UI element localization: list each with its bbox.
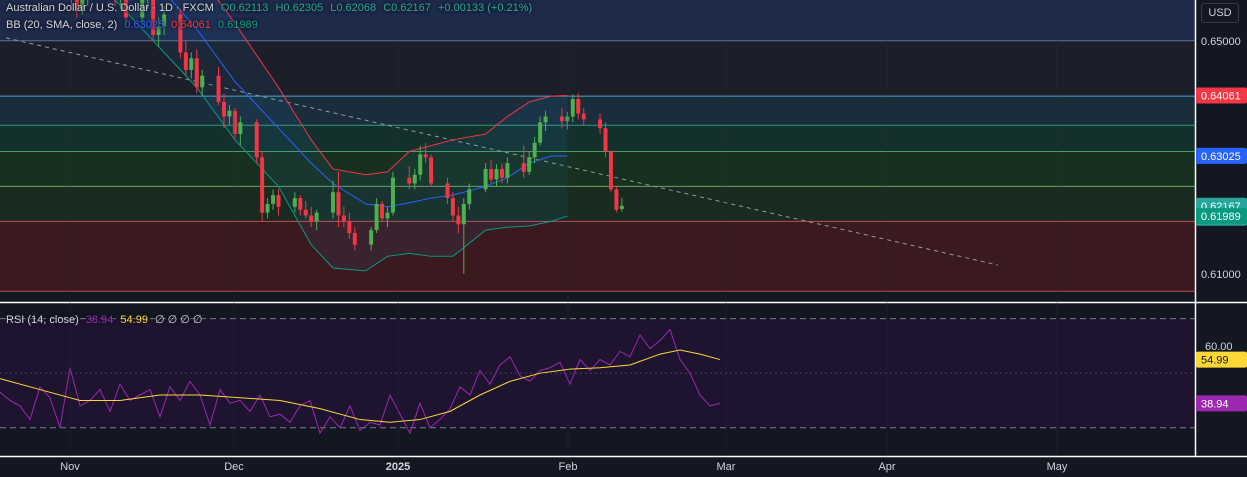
candle-body	[375, 204, 379, 230]
open-value: O0.62113	[221, 2, 269, 14]
candle-body	[522, 163, 526, 172]
candle-body	[614, 189, 618, 209]
x-tick-label: 2025	[386, 461, 410, 473]
rsi-tick-label: 60.00	[1205, 341, 1233, 353]
candle-body	[418, 154, 422, 174]
candle-body	[336, 192, 340, 215]
rsi-ma-value: 54.99	[120, 314, 148, 326]
bb-label[interactable]: BB (20, SMA, close, 2)	[6, 19, 117, 31]
candle-body	[462, 204, 466, 224]
candle-body	[544, 117, 548, 123]
candle-body	[571, 99, 575, 116]
candle-body	[200, 76, 204, 88]
candle-body	[505, 163, 509, 178]
candle-body	[304, 210, 308, 216]
price-price-tag-text: 0.61989	[1201, 211, 1241, 223]
bb-upper-value: 0.64061	[171, 19, 211, 31]
candle-body	[184, 52, 188, 69]
change-value: +0.00133 (+0.21%)	[438, 2, 532, 14]
x-tick-label: Nov	[60, 461, 80, 473]
candle-body	[380, 204, 384, 219]
candle-body	[391, 178, 395, 213]
candle-body	[298, 198, 302, 210]
candle-body	[604, 128, 608, 151]
candle-body	[331, 192, 335, 212]
bb-legend: BB (20, SMA, close, 2) 0.63025 0.64061 0…	[6, 19, 262, 31]
candle-body	[533, 143, 537, 158]
candle-body	[413, 175, 417, 184]
rsi-price-tag-text: 38.94	[1201, 398, 1229, 410]
y-tick-label: 0.65000	[1201, 36, 1241, 48]
rsi-legend: RSI (14, close) 38.94 54.99 ∅ ∅ ∅ ∅	[6, 313, 207, 326]
candle-body	[342, 216, 346, 222]
candle-body	[369, 230, 373, 245]
x-tick-label: Feb	[559, 461, 578, 473]
candle-body	[266, 204, 270, 213]
candle-body	[315, 213, 319, 222]
high-value: H0.62305	[275, 2, 323, 14]
candle-body	[293, 198, 297, 207]
price-zone	[0, 96, 1195, 125]
x-tick-label: Dec	[224, 461, 244, 473]
candle-body	[576, 99, 580, 114]
candle-body	[238, 122, 242, 134]
candle-body	[620, 206, 624, 209]
candle-body	[429, 157, 433, 183]
price-price-tag-text: 0.64061	[1201, 90, 1241, 102]
rsi-na-values: ∅ ∅ ∅ ∅	[155, 314, 203, 326]
candle-body	[424, 154, 428, 157]
price-zone	[0, 221, 1195, 291]
candle-body	[407, 178, 411, 184]
candle-body	[560, 117, 564, 122]
candle-body	[189, 58, 193, 70]
candle-body	[467, 189, 471, 204]
price-zone	[0, 186, 1195, 221]
bb-mid-value: 0.63025	[124, 19, 164, 31]
candle-body	[489, 169, 493, 179]
low-value: L0.62068	[330, 2, 376, 14]
currency-button[interactable]: USD	[1201, 3, 1239, 23]
candle-body	[260, 157, 264, 212]
candle-body	[538, 122, 542, 142]
rsi-price-tag-text: 54.99	[1201, 355, 1229, 367]
x-tick-label: Apr	[878, 461, 895, 473]
price-zone	[0, 125, 1195, 151]
candle-body	[451, 198, 455, 215]
price-price-tag-text: 0.63025	[1201, 151, 1241, 163]
candle-body	[456, 216, 460, 225]
close-value: C0.62167	[383, 2, 431, 14]
candle-body	[527, 157, 531, 172]
candle-body	[347, 221, 351, 233]
candle-body	[195, 58, 199, 87]
candle-body	[353, 233, 357, 245]
candle-body	[277, 195, 281, 207]
x-tick-label: Mar	[717, 461, 736, 473]
candle-body	[495, 169, 499, 179]
candle-body	[255, 122, 259, 157]
candle-body	[227, 111, 231, 117]
candle-body	[445, 183, 449, 198]
candle-body	[609, 151, 613, 189]
candle-body	[582, 114, 586, 120]
candle-body	[598, 119, 602, 128]
candle-body	[565, 117, 569, 122]
x-tick-label: May	[1047, 461, 1068, 473]
symbol-legend: Australian Dollar / U.S. Dollar · 1D · F…	[6, 2, 536, 14]
candle-body	[271, 195, 275, 204]
symbol-name[interactable]: Australian Dollar / U.S. Dollar · 1D · F…	[6, 2, 214, 14]
candle-body	[484, 169, 488, 189]
candle-body	[386, 213, 390, 219]
candle-body	[309, 216, 313, 222]
bb-lower-value: 0.61989	[218, 19, 258, 31]
rsi-label[interactable]: RSI (14, close)	[6, 314, 79, 326]
candle-body	[500, 169, 504, 178]
candle-body	[222, 102, 226, 117]
price-zone	[0, 151, 1195, 186]
candle-body	[217, 76, 221, 102]
rsi-value: 38.94	[86, 314, 114, 326]
y-tick-label: 0.61000	[1201, 269, 1241, 281]
